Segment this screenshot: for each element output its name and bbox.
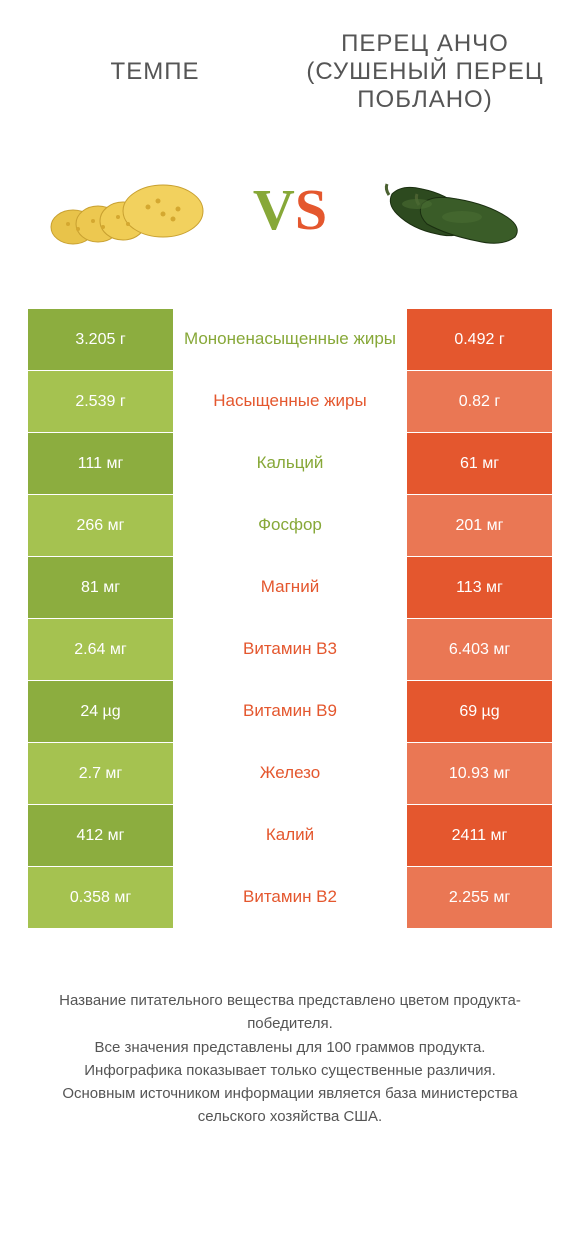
cell-nutrient-label: Магний <box>173 557 407 618</box>
cell-left-value: 2.539 г <box>28 371 173 432</box>
pepper-image <box>362 149 542 269</box>
cell-nutrient-label: Витамин B3 <box>173 619 407 680</box>
cell-left-value: 412 мг <box>28 805 173 866</box>
table-row: 2.64 мгВитамин B36.403 мг <box>28 619 552 681</box>
cell-nutrient-label: Железо <box>173 743 407 804</box>
right-product-title: ПЕРЕЦ АНЧО (СУШЕНЫЙ ПЕРЕЦ ПОБЛАНО) <box>290 30 560 114</box>
footer-line-2: Все значения представлены для 100 граммо… <box>30 1036 550 1059</box>
vs-label: VS <box>253 176 327 243</box>
cell-nutrient-label: Витамин B2 <box>173 867 407 928</box>
left-product-header: ТЕМПЕ <box>20 30 290 114</box>
cell-nutrient-label: Мононенасыщенные жиры <box>173 309 407 370</box>
cell-left-value: 3.205 г <box>28 309 173 370</box>
footer-notes: Название питательного вещества представл… <box>0 929 580 1149</box>
footer-line-1: Название питательного вещества представл… <box>30 989 550 1036</box>
table-row: 111 мгКальций61 мг <box>28 433 552 495</box>
cell-left-value: 111 мг <box>28 433 173 494</box>
table-row: 266 мгФосфор201 мг <box>28 495 552 557</box>
right-product-header: ПЕРЕЦ АНЧО (СУШЕНЫЙ ПЕРЕЦ ПОБЛАНО) <box>290 30 560 114</box>
cell-nutrient-label: Кальций <box>173 433 407 494</box>
nutrition-table: 3.205 гМононенасыщенные жиры0.492 г2.539… <box>28 309 552 929</box>
cell-left-value: 2.7 мг <box>28 743 173 804</box>
cell-right-value: 61 мг <box>407 433 552 494</box>
cell-left-value: 81 мг <box>28 557 173 618</box>
header-row: ТЕМПЕ ПЕРЕЦ АНЧО (СУШЕНЫЙ ПЕРЕЦ ПОБЛАНО) <box>0 0 580 124</box>
table-row: 24 µgВитамин B969 µg <box>28 681 552 743</box>
table-row: 2.7 мгЖелезо10.93 мг <box>28 743 552 805</box>
vs-v: V <box>253 177 295 242</box>
cell-right-value: 0.492 г <box>407 309 552 370</box>
cell-right-value: 113 мг <box>407 557 552 618</box>
table-row: 3.205 гМононенасыщенные жиры0.492 г <box>28 309 552 371</box>
footer-line-4: Основным источником информации является … <box>30 1082 550 1129</box>
table-row: 412 мгКалий2411 мг <box>28 805 552 867</box>
footer-line-3: Инфографика показывает только существенн… <box>30 1059 550 1082</box>
table-row: 81 мгМагний113 мг <box>28 557 552 619</box>
table-row: 0.358 мгВитамин B22.255 мг <box>28 867 552 929</box>
tempeh-image <box>38 149 218 269</box>
cell-right-value: 69 µg <box>407 681 552 742</box>
cell-left-value: 24 µg <box>28 681 173 742</box>
cell-nutrient-label: Калий <box>173 805 407 866</box>
cell-nutrient-label: Насыщенные жиры <box>173 371 407 432</box>
cell-left-value: 0.358 мг <box>28 867 173 928</box>
cell-right-value: 6.403 мг <box>407 619 552 680</box>
left-product-title: ТЕМПЕ <box>111 58 200 86</box>
vs-s: S <box>295 177 327 242</box>
cell-left-value: 266 мг <box>28 495 173 556</box>
cell-left-value: 2.64 мг <box>28 619 173 680</box>
cell-right-value: 2411 мг <box>407 805 552 866</box>
table-row: 2.539 гНасыщенные жиры0.82 г <box>28 371 552 433</box>
cell-right-value: 10.93 мг <box>407 743 552 804</box>
cell-right-value: 201 мг <box>407 495 552 556</box>
image-row: VS <box>0 124 580 309</box>
cell-right-value: 0.82 г <box>407 371 552 432</box>
cell-right-value: 2.255 мг <box>407 867 552 928</box>
cell-nutrient-label: Витамин B9 <box>173 681 407 742</box>
cell-nutrient-label: Фосфор <box>173 495 407 556</box>
